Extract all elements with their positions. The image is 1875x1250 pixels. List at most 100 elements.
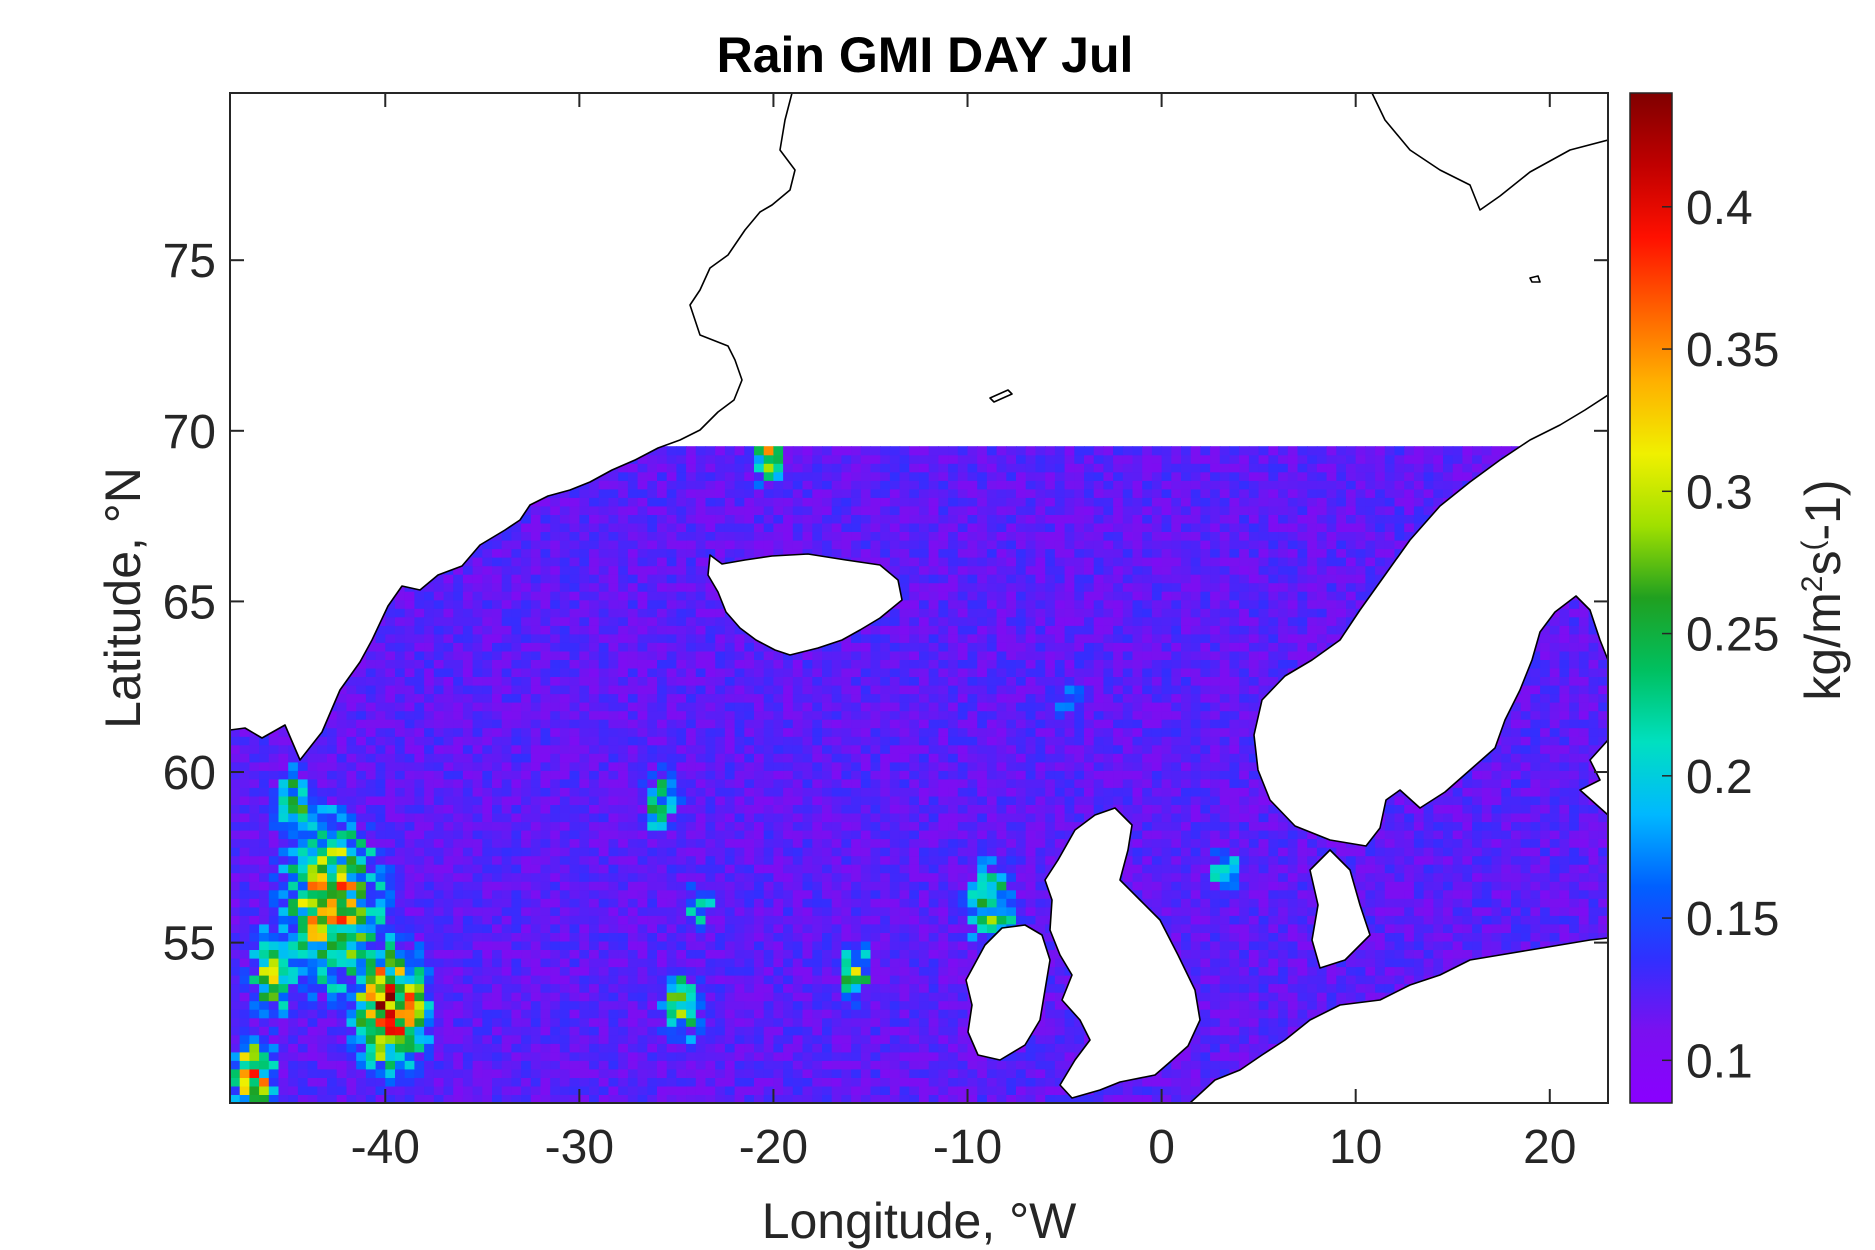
rain-cell [647,821,658,831]
rain-cell [627,864,639,874]
rain-cell [433,1043,445,1053]
rain-cell [715,881,726,891]
rain-cell [1423,932,1434,942]
rain-cell [686,992,697,1002]
rain-cell [1054,1051,1066,1061]
rain-cell [822,855,833,865]
rain-cell [1248,975,1260,985]
rain-cell [870,1000,881,1010]
rain-cell [1084,1094,1095,1103]
rain-cell [666,813,677,823]
rain-cell [1248,821,1260,831]
rain-cell [1219,855,1231,865]
rain-cell [1210,1026,1221,1036]
rain-cell [1404,864,1415,874]
rain-cell [1219,958,1231,968]
rain-cell [1239,975,1250,985]
rain-cell [1219,906,1231,916]
rain-cell [938,898,949,908]
rain-cell [870,1051,881,1061]
rain-cell [1530,940,1541,950]
rain-cell [909,975,920,985]
rain-cell [899,804,910,814]
rain-cell [1200,830,1211,840]
rain-cell [433,1077,445,1087]
rain-cell [851,932,862,942]
rain-cell [259,906,270,916]
rain-cell [1190,966,1201,976]
rain-cell [705,1077,716,1087]
rain-cell [385,975,396,985]
rain-cell [1258,915,1269,925]
rain-cell [569,966,580,976]
rain-cell [928,1085,939,1095]
rain-cell [1006,830,1017,840]
rain-cell [239,1060,250,1070]
rain-cell [686,813,697,823]
rain-cell [297,1043,309,1053]
rain-cell [666,1000,677,1010]
rain-cell [734,898,745,908]
rain-cell [880,915,891,925]
rain-cell [647,1077,658,1087]
rain-cell [773,1077,784,1087]
rain-cell [1210,1060,1221,1070]
rain-cell [608,906,619,916]
rain-cell [870,906,881,916]
rain-cell [1142,847,1153,857]
rain-cell [1219,1068,1231,1078]
rain-cell [695,1085,707,1095]
rain-cell [559,1077,571,1087]
rain-cell [1530,881,1541,891]
rain-cell [822,1017,833,1027]
rain-cell [356,992,367,1002]
rain-cell [569,813,580,823]
rain-cell [1210,804,1221,814]
rain-cell [1423,915,1434,925]
rain-cell [618,1017,629,1027]
rain-cell [1210,889,1221,899]
rain-cell [598,872,610,882]
rain-cell [1287,915,1299,925]
rain-cell [744,958,755,968]
rain-cell [433,1051,445,1061]
rain-cell [462,813,474,823]
rain-cell [627,1043,639,1053]
rain-cell [928,872,939,882]
rain-cell [928,966,939,976]
rain-cell [763,813,774,823]
rain-cell [1384,923,1396,933]
rain-cell [986,830,998,840]
rain-cell [899,1009,910,1019]
rain-cell [492,847,503,857]
rain-cell [482,847,493,857]
rain-cell [327,940,338,950]
rain-cell [1336,966,1347,976]
rain-cell [860,855,872,865]
rain-cell [559,983,571,993]
rain-cell [686,1094,697,1103]
rain-cell [754,983,765,993]
rain-cell [230,813,241,823]
rain-cell [686,958,697,968]
rain-cell [453,1043,464,1053]
rain-cell [307,932,318,942]
rain-cell [511,821,522,831]
rain-cell [1161,821,1172,831]
rain-cell [559,804,571,814]
rain-cell [909,966,920,976]
rain-cell [880,1077,891,1087]
rain-cell [540,1034,551,1044]
rain-cell [647,1085,658,1095]
rain-cell [1520,864,1531,874]
rain-cell [928,855,939,865]
rain-cell [462,915,474,925]
rain-cell [336,813,347,823]
rain-cell [1481,838,1493,848]
rain-cell [327,830,338,840]
rain-cell [754,958,765,968]
rain-cell [1472,881,1483,891]
rain-cell [705,838,716,848]
rain-cell [579,1034,590,1044]
rain-cell [783,847,794,857]
